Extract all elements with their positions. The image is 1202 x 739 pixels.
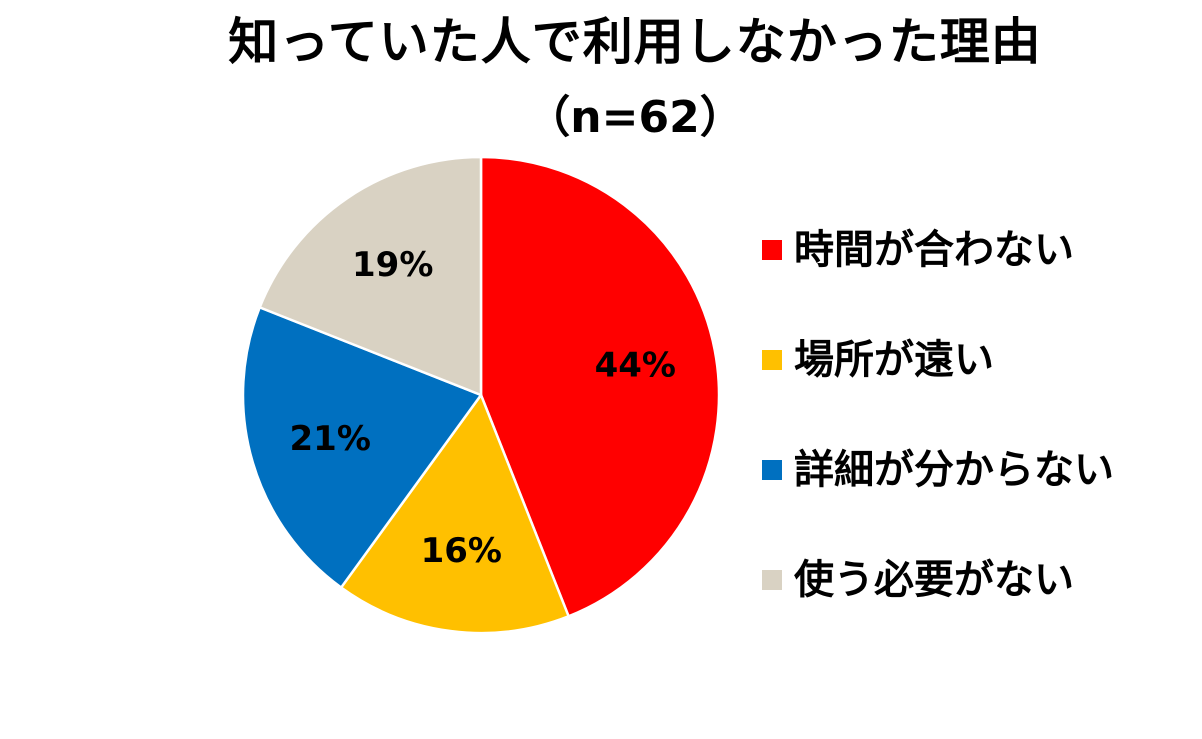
pie-value-label-unknown-details: 21% <box>290 419 371 459</box>
legend-swatch-no-need <box>762 570 782 590</box>
pie-value-label-time: 44% <box>595 346 676 386</box>
pie-value-label-distance: 16% <box>421 531 502 571</box>
legend-swatch-distance <box>762 350 782 370</box>
legend-label-distance: 場所が遠い <box>794 337 994 383</box>
legend-label-no-need: 使う必要がない <box>794 557 1074 603</box>
legend-swatch-time <box>762 240 782 260</box>
chart-legend: 時間が合わない 場所が遠い 詳細が分からない 使う必要がない <box>762 195 1114 635</box>
pie-slice-unknown-details <box>241 306 483 589</box>
pie-slice-no-need <box>258 155 483 397</box>
pie-slices <box>241 155 721 635</box>
pie-slice-time <box>479 155 721 618</box>
legend-item-no-need: 使う必要がない <box>762 525 1114 635</box>
legend-item-distance: 場所が遠い <box>762 305 1114 415</box>
legend-label-unknown-details: 詳細が分からない <box>794 447 1114 493</box>
pie-labels: 44% 16% 21% 19% <box>290 245 676 571</box>
legend-label-time: 時間が合わない <box>794 227 1074 273</box>
legend-item-unknown-details: 詳細が分からない <box>762 415 1114 525</box>
chart-subtitle: （n=62） <box>526 92 744 143</box>
pie-value-label-no-need: 19% <box>352 245 433 285</box>
pie-slice-distance <box>339 393 570 635</box>
legend-item-time: 時間が合わない <box>762 195 1114 305</box>
chart-title: 知っていた人で利用しなかった理由 <box>228 13 1042 71</box>
legend-swatch-unknown-details <box>762 460 782 480</box>
